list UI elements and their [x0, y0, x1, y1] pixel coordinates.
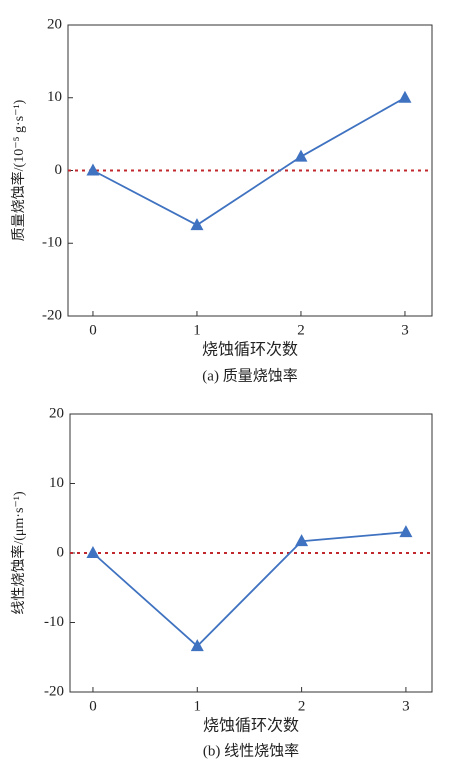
x-tick-label: 0 — [89, 698, 97, 714]
data-point — [86, 546, 100, 558]
y-tick-label: 0 — [55, 162, 63, 178]
y-tick-label: -20 — [44, 683, 64, 699]
y-tick-label: 0 — [57, 544, 65, 560]
caption: (a) 质量烧蚀率 — [202, 367, 297, 384]
plot-frame — [69, 413, 433, 693]
y-tick-label: -10 — [44, 614, 64, 630]
data-line — [92, 531, 406, 648]
data-point — [294, 149, 308, 162]
data-point — [190, 218, 204, 231]
data-point — [86, 163, 100, 176]
caption: (b) 线性烧蚀率 — [203, 742, 299, 759]
y-tick-label: -20 — [42, 307, 62, 323]
y-axis-label: 线性烧蚀率/(μm·s⁻¹) — [10, 491, 27, 615]
data-point — [295, 534, 309, 547]
x-tick-label: 3 — [401, 322, 409, 338]
x-tick-label: 1 — [194, 698, 202, 714]
x-tick-label: 2 — [298, 698, 306, 714]
y-axis-label: 质量烧蚀率/(10⁻⁵ g·s⁻¹) — [10, 99, 27, 241]
data-line — [92, 96, 406, 227]
x-tick-label: 2 — [297, 322, 305, 338]
x-axis-label: 烧蚀循环次数 — [202, 341, 298, 359]
data-point — [399, 525, 413, 538]
data-point — [398, 90, 412, 103]
x-axis-label: 烧蚀循环次数 — [203, 717, 299, 735]
y-tick-label: 10 — [47, 89, 62, 105]
y-tick-label: 10 — [49, 475, 64, 491]
x-tick-label: 3 — [402, 698, 410, 714]
y-tick-label: 20 — [49, 405, 64, 421]
x-tick-label: 1 — [193, 322, 201, 338]
x-tick-label: 0 — [89, 322, 97, 338]
y-tick-label: -10 — [42, 235, 62, 251]
y-tick-label: 20 — [47, 16, 62, 32]
data-point — [190, 639, 204, 652]
